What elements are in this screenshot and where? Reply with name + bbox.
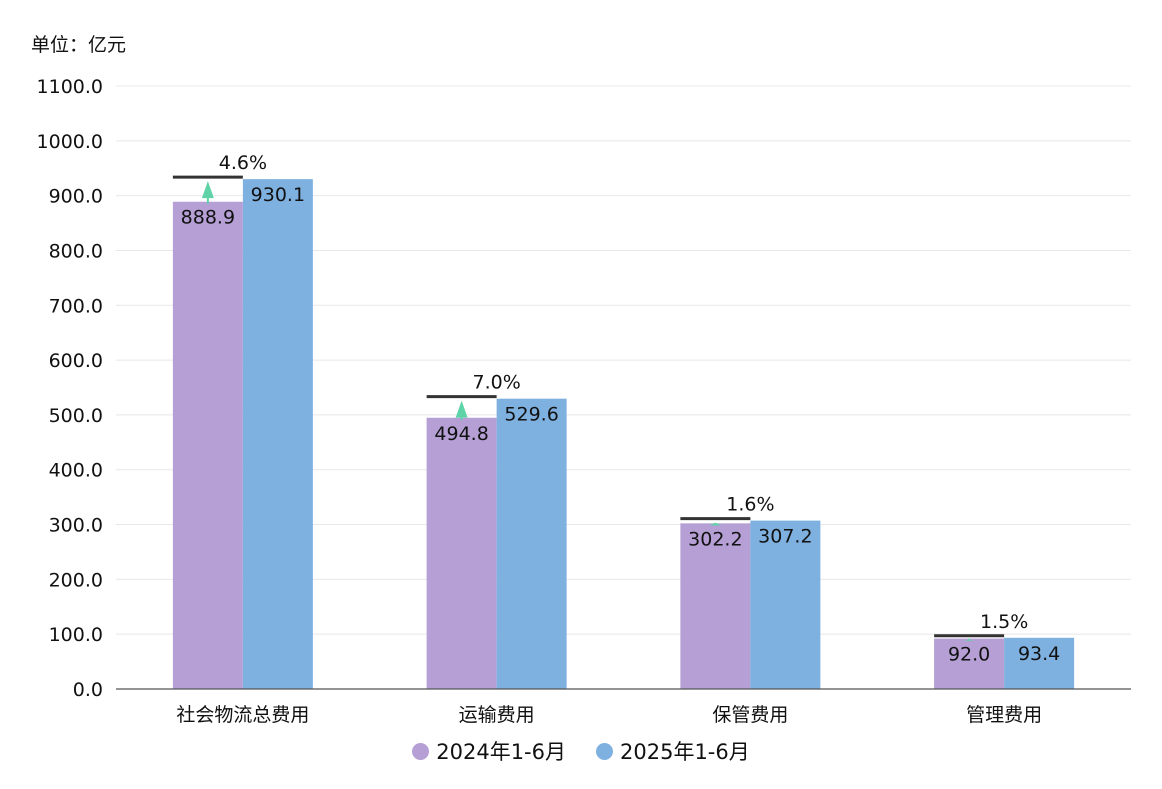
legend-label: 2025年1-6月 — [620, 740, 750, 764]
y-tick-label: 1000.0 — [37, 131, 103, 153]
y-tick-label: 1100.0 — [37, 76, 103, 98]
data-label-series-1: 888.9 — [181, 207, 235, 229]
data-label-series-2: 529.6 — [504, 404, 558, 426]
y-tick-label: 100.0 — [49, 624, 103, 646]
bar-series-2[interactable] — [496, 398, 567, 689]
legend-marker — [412, 742, 430, 760]
legend-item-series-2[interactable]: 2025年1-6月 — [596, 736, 750, 766]
bar-series-1[interactable] — [172, 201, 243, 689]
bar-series-2[interactable] — [750, 520, 821, 689]
y-tick-label: 300.0 — [49, 515, 103, 537]
bar-series-2[interactable] — [1004, 637, 1075, 689]
bars — [172, 179, 1075, 689]
bar-series-1[interactable] — [426, 417, 497, 689]
y-tick-label: 400.0 — [49, 460, 103, 482]
growth-rate-label: 4.6% — [219, 152, 267, 174]
legend: 2024年1-6月 2025年1-6月 — [0, 736, 1162, 766]
data-labels: 888.9 930.1 494.8 529.6 302.2 307.2 92.0 93.4 — [181, 184, 1061, 665]
data-label-series-1: 302.2 — [688, 528, 742, 550]
data-label-series-1: 494.8 — [434, 423, 488, 445]
x-category-label: 社会物流总费用 — [176, 704, 309, 726]
growth-rate-label: 1.5% — [980, 611, 1028, 633]
growth-rate-label: 1.6% — [726, 494, 774, 516]
y-tick-label: 600.0 — [49, 350, 103, 372]
legend-item-series-1[interactable]: 2024年1-6月 — [412, 736, 566, 766]
bar-series-2[interactable] — [242, 179, 313, 689]
growth-up-arrow-icon — [709, 522, 722, 526]
data-label-series-2: 307.2 — [758, 526, 812, 548]
bar-series-1[interactable] — [680, 523, 751, 689]
y-tick-label: 800.0 — [49, 240, 103, 262]
growth-up-arrow-icon — [963, 639, 976, 641]
data-label-series-2: 930.1 — [251, 184, 305, 206]
y-tick-label: 700.0 — [49, 295, 103, 317]
growth-up-arrow-icon — [455, 400, 468, 418]
growth-markers: 4.6% 7.0% 1.6% 1.5% — [172, 152, 1028, 641]
unit-label: 单位：亿元 — [31, 34, 127, 56]
growth-up-arrow-icon — [201, 181, 214, 199]
y-tick-label: 0.0 — [73, 679, 103, 701]
y-tick-label: 900.0 — [49, 186, 103, 208]
legend-label: 2024年1-6月 — [436, 740, 566, 764]
data-label-series-1: 92.0 — [948, 644, 990, 666]
data-label-series-2: 93.4 — [1018, 643, 1060, 665]
x-axis-labels: 社会物流总费用 运输费用 保管费用 管理费用 — [176, 704, 1042, 726]
y-axis-ticks: 0.0 100.0 200.0 300.0 400.0 500.0 600.0 700.0 80… — [37, 76, 103, 701]
x-category-label: 运输费用 — [459, 704, 535, 726]
growth-rate-label: 7.0% — [472, 372, 520, 394]
y-tick-label: 200.0 — [49, 569, 103, 591]
x-category-label: 管理费用 — [966, 704, 1042, 726]
legend-marker — [596, 742, 613, 760]
bar-series-1[interactable] — [934, 638, 1005, 689]
x-category-label: 保管费用 — [712, 704, 788, 726]
y-tick-label: 500.0 — [49, 405, 103, 427]
